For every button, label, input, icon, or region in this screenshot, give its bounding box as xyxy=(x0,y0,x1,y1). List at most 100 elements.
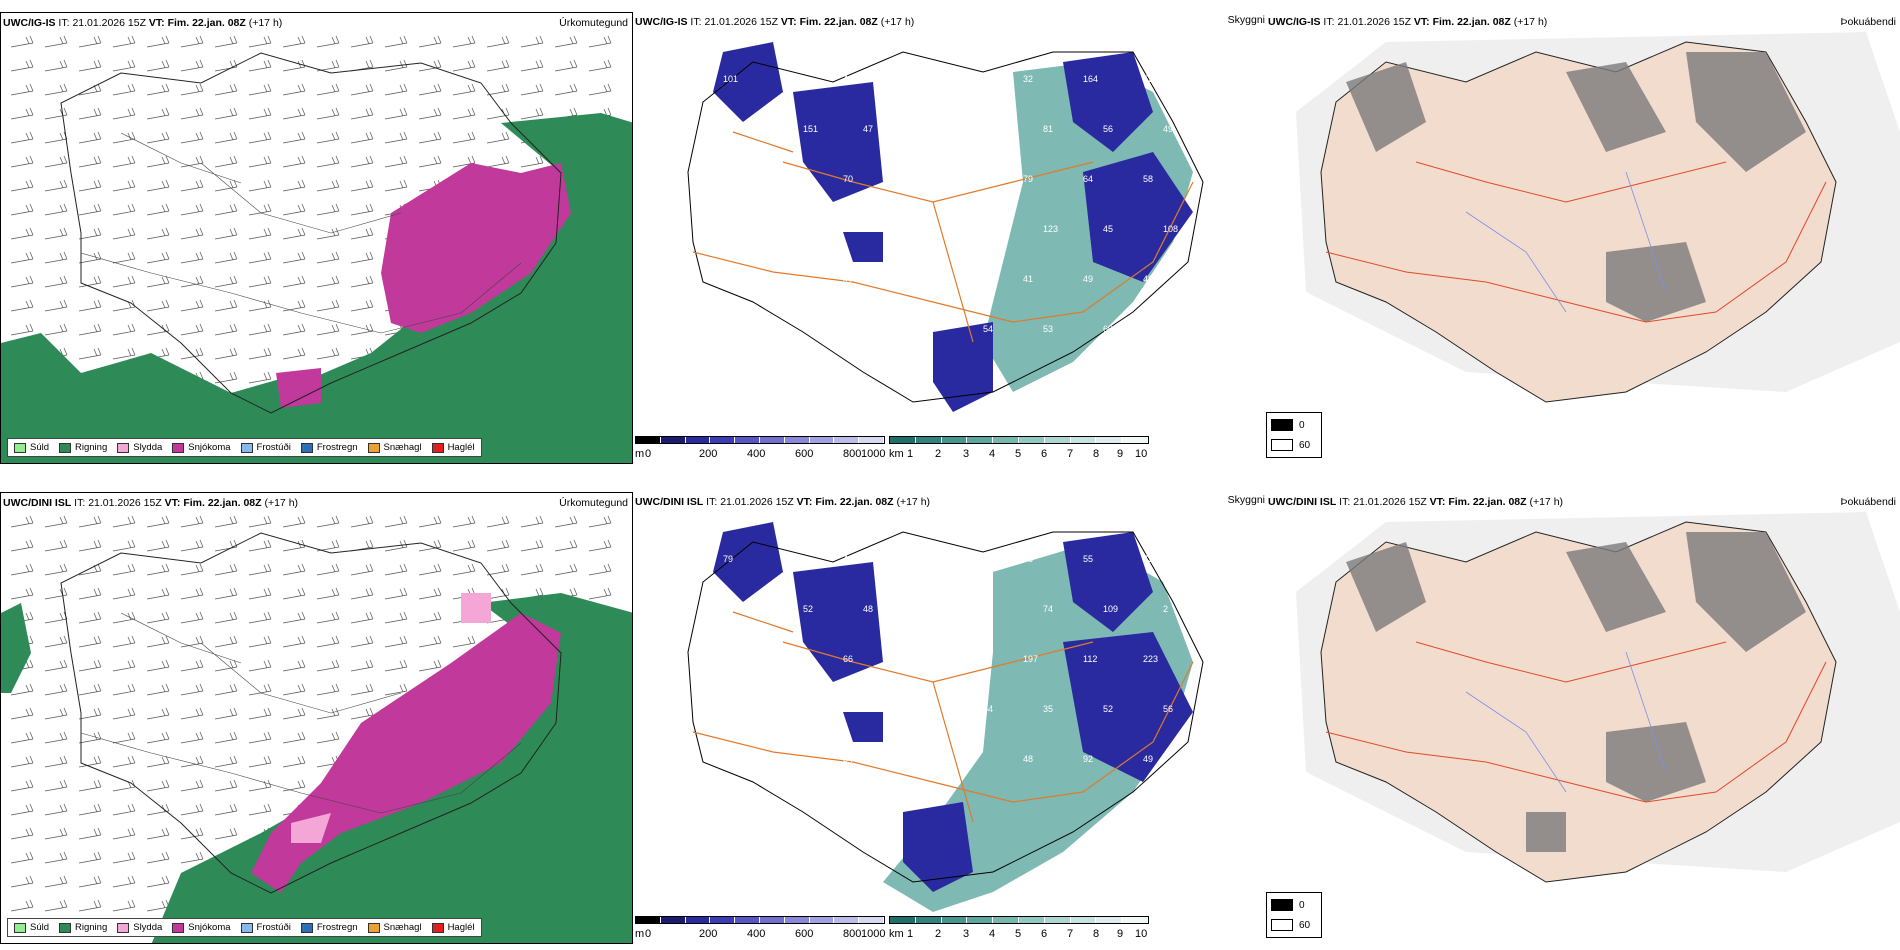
wind-barb xyxy=(350,683,374,696)
roads xyxy=(80,132,522,334)
wind-barb xyxy=(146,803,170,816)
vis-value-label: 223 xyxy=(1143,654,1158,664)
wind-barb xyxy=(316,299,340,312)
swatch xyxy=(300,922,313,933)
wind-barb xyxy=(418,611,442,624)
wind-barb xyxy=(316,179,340,192)
wind-barb xyxy=(248,275,272,288)
wind-barb xyxy=(180,203,204,216)
wind-barb xyxy=(112,131,136,144)
island-outline xyxy=(60,532,562,894)
wind-barb xyxy=(10,323,34,336)
wind-barb xyxy=(248,755,272,768)
wind-barb xyxy=(316,539,340,552)
wind-barb xyxy=(44,899,68,912)
precip-map xyxy=(1,35,632,463)
colorbar-segment xyxy=(1044,917,1071,923)
wind-barb xyxy=(418,155,442,168)
swatch xyxy=(431,442,444,453)
wind-barb xyxy=(282,203,306,216)
panel-header: UWC/DINI ISL IT: 21.01.2026 15Z VT: Fim.… xyxy=(1268,496,1564,508)
wind-barb xyxy=(146,83,170,96)
wind-barb xyxy=(112,659,136,672)
wind-barb xyxy=(78,779,102,792)
wind-barb xyxy=(384,659,408,672)
wind-barb xyxy=(146,275,170,288)
wind-barb xyxy=(452,59,476,72)
wind-barb xyxy=(248,587,272,600)
wind-barb xyxy=(146,755,170,768)
fog-legend-item: 60 xyxy=(1271,439,1310,451)
wind-barb xyxy=(112,587,136,600)
wind-barb xyxy=(78,659,102,672)
wind-barb xyxy=(180,299,204,312)
wind-barb xyxy=(282,635,306,648)
colorbar-segment xyxy=(941,437,968,443)
wind-barb xyxy=(78,587,102,600)
colorbar-segment xyxy=(1070,437,1097,443)
wind-barb xyxy=(146,59,170,72)
wind-barb xyxy=(248,611,272,624)
wind-barb xyxy=(78,299,102,312)
wind-barb xyxy=(112,35,136,48)
wind-barb xyxy=(146,35,170,48)
wind-barb xyxy=(214,731,238,744)
wind-barb xyxy=(418,635,442,648)
wind-barb xyxy=(520,83,544,96)
wind-barb xyxy=(180,155,204,168)
wind-barb xyxy=(350,227,374,240)
wind-barb xyxy=(78,899,102,912)
wind-barb xyxy=(44,755,68,768)
visibility-map: 101 73 40 47 71 32 164 52 72 151 47 58 71 81 56 49 36 31 7… xyxy=(687,42,1204,412)
vis-value-label: 45 xyxy=(1163,324,1173,334)
vis-value-label: 73 xyxy=(783,74,793,84)
vis-value-label: 73 xyxy=(1143,554,1153,564)
swatch xyxy=(172,922,185,933)
colorbar-segment xyxy=(1044,437,1071,443)
colorbar-segment xyxy=(859,437,884,443)
wind-barb xyxy=(146,563,170,576)
wind-barb xyxy=(78,131,102,144)
vis-value-label: 70 xyxy=(843,174,853,184)
wind-barb xyxy=(248,251,272,264)
wind-barb xyxy=(248,83,272,96)
colorbar-km xyxy=(889,916,1149,924)
wind-barb xyxy=(248,563,272,576)
wind-barb xyxy=(180,347,204,360)
wind-barb xyxy=(112,515,136,528)
wind-barb xyxy=(78,35,102,48)
wind-barb xyxy=(282,587,306,600)
colorbar-segment xyxy=(1096,917,1123,923)
wind-barb xyxy=(350,179,374,192)
wind-barb xyxy=(316,275,340,288)
wind-barb xyxy=(146,683,170,696)
vis-value-label: 71 xyxy=(983,124,993,134)
wind-barb xyxy=(214,59,238,72)
wind-barb xyxy=(112,59,136,72)
vis-value-label: 49 xyxy=(1083,274,1093,284)
wind-barb xyxy=(78,251,102,264)
vis-value-label: 448 xyxy=(843,554,858,564)
wind-barb xyxy=(112,539,136,552)
wind-barb xyxy=(10,779,34,792)
wind-barb xyxy=(520,59,544,72)
colorbar-segment xyxy=(890,917,916,923)
vis-value-label: 71 xyxy=(963,74,973,84)
wind-barb xyxy=(316,35,340,48)
wind-barb xyxy=(248,107,272,120)
wind-barb xyxy=(248,803,272,816)
wind-barb xyxy=(214,35,238,48)
wind-barb xyxy=(10,203,34,216)
colorbar-segment xyxy=(759,917,785,923)
vis-value-label: 63 xyxy=(723,374,733,384)
wind-barb xyxy=(486,515,510,528)
legend-item: Haglél xyxy=(431,922,475,933)
vis-value-label: 108 xyxy=(1163,224,1178,234)
wind-barb xyxy=(112,227,136,240)
colorbar-unit: m xyxy=(635,448,645,460)
wind-barb xyxy=(554,83,578,96)
vis-value-label: 72 xyxy=(743,124,753,134)
wind-barb xyxy=(112,107,136,120)
vis-value-label: 41 xyxy=(1023,274,1033,284)
wind-barb xyxy=(248,515,272,528)
